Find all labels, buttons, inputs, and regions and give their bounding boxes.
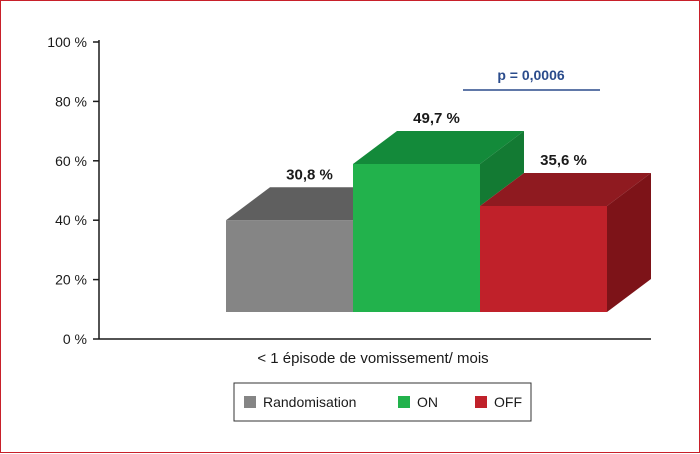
legend-swatch (244, 396, 256, 408)
legend-swatch (398, 396, 410, 408)
y-tick-label: 80 % (55, 93, 87, 109)
bar-top (480, 172, 651, 206)
p-value-annotation: p = 0,0006 (463, 67, 600, 91)
axes (98, 40, 651, 340)
legend-label: ON (417, 394, 438, 410)
bar-off (480, 172, 651, 312)
y-axis-ticks: 0 % 20 % 40 % 60 % 80 % 100 % (47, 34, 99, 347)
data-labels: 30,8 % 49,7 % 35,6 % (286, 110, 587, 183)
y-tick-label: 100 % (47, 34, 87, 50)
bar-front (226, 220, 353, 312)
bar-front (353, 164, 480, 312)
data-label-on: 49,7 % (413, 110, 460, 127)
legend-item-randomisation: Randomisation (244, 394, 356, 410)
legend: Randomisation ON OFF (233, 382, 532, 422)
legend-swatch (475, 396, 487, 408)
bar-side (480, 131, 524, 206)
bar-front (480, 205, 607, 312)
legend-item-on: ON (398, 394, 438, 410)
legend-label: Randomisation (263, 394, 356, 410)
y-tick-label: 40 % (55, 212, 87, 228)
bar-side (607, 172, 651, 312)
p-value-text: p = 0,0006 (497, 67, 565, 83)
y-tick-label: 20 % (55, 272, 87, 288)
bars (226, 131, 651, 312)
bar-on (353, 131, 524, 312)
legend-item-off: OFF (475, 394, 522, 410)
data-label-off: 35,6 % (540, 152, 587, 169)
legend-label: OFF (494, 394, 522, 410)
data-label-randomisation: 30,8 % (286, 166, 333, 183)
bar-top (353, 131, 524, 164)
y-tick-label: 0 % (63, 331, 87, 347)
x-axis-category-label: < 1 épisode de vomissement/ mois (257, 350, 488, 367)
y-tick-label: 60 % (55, 153, 87, 169)
